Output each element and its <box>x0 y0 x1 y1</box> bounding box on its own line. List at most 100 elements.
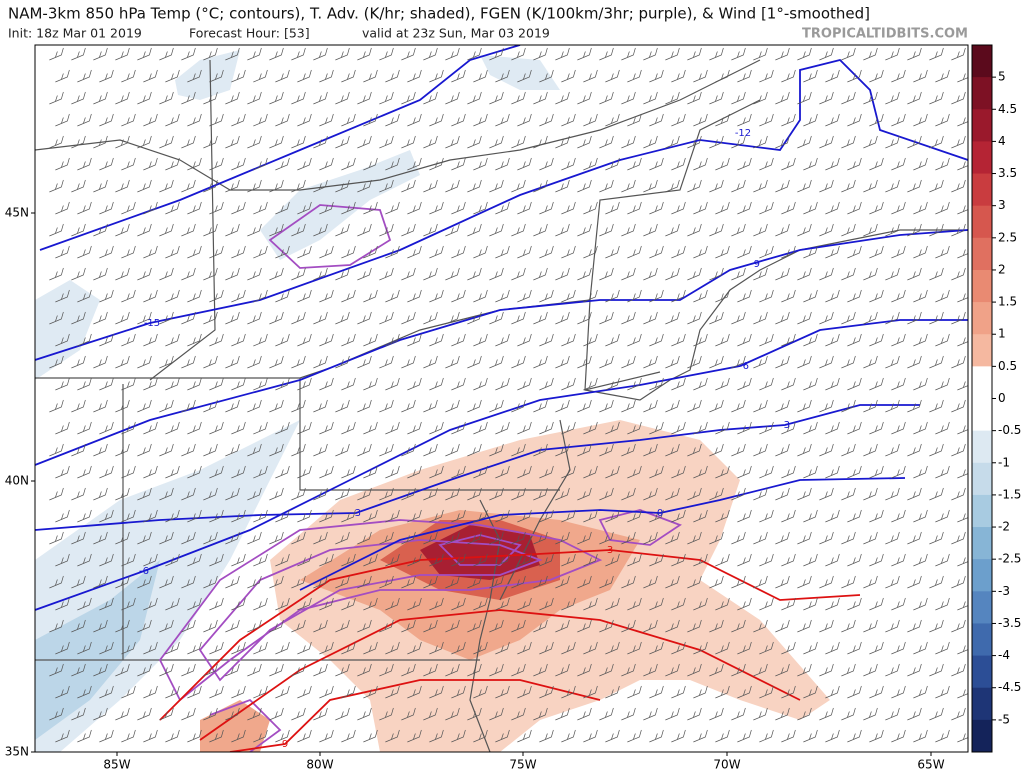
wind-barb <box>781 729 796 743</box>
colorbar-label: -1 <box>998 455 1010 469</box>
wind-barb <box>781 465 796 479</box>
wind-barb <box>385 553 400 567</box>
wind-barb <box>847 465 862 479</box>
wind-barb <box>429 157 444 171</box>
wind-barb <box>797 91 812 105</box>
wind-barb <box>247 487 262 501</box>
wind-barb <box>385 377 400 391</box>
cold-advection <box>175 50 240 100</box>
wind-barb <box>77 729 92 743</box>
wind-barb <box>511 91 526 105</box>
wind-barb <box>181 355 196 369</box>
wind-barb <box>929 663 944 677</box>
wind-barb <box>891 729 906 743</box>
lon-label: 80W <box>306 758 333 772</box>
wind-barb <box>379 707 394 721</box>
wind-barb <box>913 201 928 215</box>
wind-barb <box>77 157 92 171</box>
wind-barb <box>841 311 856 325</box>
wind-barb <box>957 689 968 699</box>
map-area: -12 -9 -15 -6 -3 -6 -3 0 3 9 <box>35 45 968 752</box>
wind-barb <box>885 267 900 281</box>
wind-barb <box>913 421 928 435</box>
wind-barb <box>599 91 614 105</box>
wind-barb <box>121 113 136 127</box>
wind-barb <box>313 575 328 589</box>
wind-barb <box>401 707 416 721</box>
wind-barb <box>907 311 922 325</box>
wind-barb <box>561 729 576 743</box>
wind-barb <box>627 377 642 391</box>
wind-barb <box>253 553 268 567</box>
wind-barb <box>467 575 482 589</box>
wind-barb <box>363 113 378 127</box>
wind-barb <box>341 465 356 479</box>
wind-barb <box>181 443 196 457</box>
wind-barb <box>77 377 92 391</box>
wind-barb <box>913 553 928 567</box>
wind-barb <box>181 619 196 633</box>
wind-barb <box>495 113 510 127</box>
wind-barb <box>203 619 218 633</box>
wind-barb <box>291 487 306 501</box>
wind-barb <box>517 729 532 743</box>
wind-barb <box>423 91 438 105</box>
wind-barb <box>929 267 944 281</box>
wind-barb <box>539 597 554 611</box>
colorbar-label: 3 <box>998 198 1006 212</box>
wind-barb <box>583 465 598 479</box>
wind-barb <box>379 91 394 105</box>
wind-barb <box>517 289 532 303</box>
wind-barb <box>577 135 592 149</box>
wind-barb <box>847 553 862 567</box>
wind-barb <box>357 223 372 237</box>
wind-barb <box>187 729 202 743</box>
wind-barb <box>209 157 224 171</box>
wind-barb <box>495 729 510 743</box>
wind-barb <box>715 465 730 479</box>
wind-barb <box>627 597 642 611</box>
wind-barb <box>759 245 774 259</box>
wind-barb <box>55 377 70 391</box>
wind-barb <box>247 91 262 105</box>
wind-barb <box>775 355 790 369</box>
wind-barb <box>71 179 86 193</box>
wind-barb <box>803 685 818 699</box>
wind-barb <box>627 69 642 83</box>
wind-barb <box>577 575 592 589</box>
wind-barb <box>291 223 306 237</box>
wind-barb <box>55 113 70 127</box>
wind-barb <box>539 157 554 171</box>
wind-barb <box>121 553 136 567</box>
wind-barb <box>957 337 968 347</box>
colorbar-label: -2 <box>998 520 1010 534</box>
wind-barb <box>847 333 862 347</box>
wind-barb <box>819 179 834 193</box>
wind-barb <box>517 685 532 699</box>
wind-barb <box>511 531 526 545</box>
wind-barb <box>181 179 196 193</box>
wind-barb <box>517 157 532 171</box>
wind-barb <box>341 421 356 435</box>
wind-barb <box>841 135 856 149</box>
wind-barb <box>841 179 856 193</box>
wind-barb <box>93 707 108 721</box>
wind-barb <box>781 597 796 611</box>
wind-barb <box>71 487 86 501</box>
wind-barb <box>209 509 224 523</box>
wind-barb <box>137 91 152 105</box>
wind-barb <box>159 487 174 501</box>
wind-barb <box>297 245 312 259</box>
wind-barb <box>665 135 680 149</box>
wind-barb <box>605 465 620 479</box>
wind-barb <box>473 245 488 259</box>
wind-barb <box>313 135 328 149</box>
wind-barb <box>885 91 900 105</box>
wind-barb <box>379 443 394 457</box>
wind-barb <box>401 91 416 105</box>
wind-barb <box>451 421 466 435</box>
colorbar-segment <box>972 302 992 335</box>
wind-barb <box>467 267 482 281</box>
wind-barb <box>863 575 878 589</box>
wind-barb <box>335 575 350 589</box>
